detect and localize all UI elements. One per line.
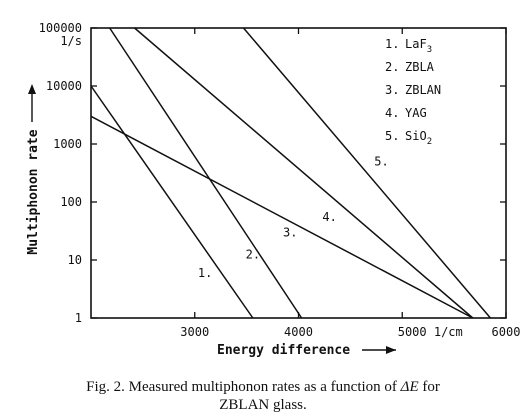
legend-number: 3.	[385, 83, 399, 97]
axis-labels: 3000 4000 5000 1/cm 6000 1 10 100 1000 10000 1000…	[26, 21, 520, 358]
x-axis-arrowhead	[386, 346, 396, 354]
legend-entry: ZBLA	[405, 60, 435, 74]
caption-symbol: ΔE	[400, 379, 419, 395]
series-line	[90, 85, 254, 319]
series-line	[90, 115, 474, 319]
legend-subscript: 3	[427, 45, 432, 55]
series-number-label: 2.	[246, 247, 260, 261]
series-line	[242, 27, 492, 319]
x-tick-label: 4000	[284, 325, 313, 339]
legend-number: 4.	[385, 106, 399, 120]
y-tick-label: 10	[68, 253, 82, 267]
legend-entry: ZBLAN	[405, 83, 441, 97]
chart: 3000 4000 5000 1/cm 6000 1 10 100 1000 10000 1000…	[26, 21, 520, 358]
legend-entry: SiO2	[405, 129, 432, 147]
series-number-label: 5.	[374, 154, 388, 168]
y-tick-label: 1000	[53, 137, 82, 151]
axis-ticks	[91, 27, 507, 319]
legend-entry: LaF3	[405, 37, 432, 55]
x-tick-label: 5000 1/cm	[398, 325, 463, 339]
legend-number: 2.	[385, 60, 399, 74]
caption-prefix: Fig. 2. Measured multiphonon rates as a …	[86, 379, 397, 395]
y-tick-label: 1	[75, 311, 82, 325]
legend-number: 5.	[385, 129, 399, 143]
y-unit-label: 1/s	[60, 34, 82, 48]
y-tick-label: 10000	[46, 79, 82, 93]
y-tick-label: 100000	[39, 21, 82, 35]
y-axis-arrowhead	[28, 84, 36, 94]
y-axis-label: Multiphonon rate	[26, 129, 41, 254]
series-lines	[90, 27, 492, 319]
series-line	[109, 27, 303, 319]
plot-frame	[90, 27, 507, 319]
legend-subscript: 2	[427, 137, 432, 147]
legend-number: 1.	[385, 37, 399, 51]
series-number-label: 3.	[283, 225, 297, 239]
figure-caption: Fig. 2. Measured multiphonon rates as a …	[0, 378, 526, 414]
y-tick-label: 100	[60, 195, 82, 209]
caption-line2: ZBLAN glass.	[219, 397, 307, 413]
series-line	[134, 27, 474, 319]
legend-entry: YAG	[405, 106, 427, 120]
legend: 1. LaF3 2. ZBLA 3. ZBLAN 4. YAG 5. SiO2	[385, 37, 441, 147]
series-number-label: 1.	[198, 266, 212, 280]
series-number-label: 4.	[322, 210, 336, 224]
x-axis-label: Energy difference	[217, 343, 350, 358]
x-tick-label: 3000	[180, 325, 209, 339]
x-tick-label: 6000	[492, 325, 521, 339]
caption-suffix: for	[422, 379, 440, 395]
